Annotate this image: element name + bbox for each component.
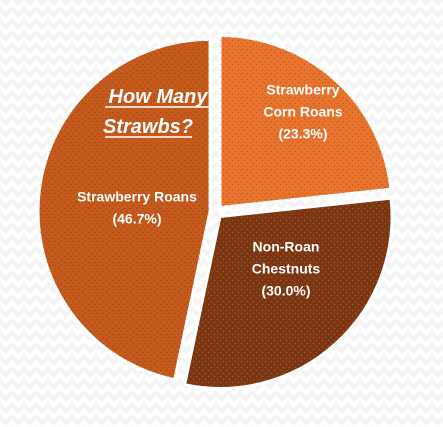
chart-title-line-1: How Many [109,86,209,108]
pie-slice-group-1 [218,34,393,210]
pie-slice-1-name-label: Corn Roans [263,104,343,120]
pie-slice-2-name-label: Non-Roan [253,239,320,255]
pie-slice-3-percent-label: (46.7%) [112,211,161,227]
pie-slice-group-2 [182,196,394,390]
pie-slice-1-percent-label: (23.3%) [278,126,327,142]
pie-slice-2-name-label: Chestnuts [252,261,321,277]
pie-slice-texture-2 [184,198,393,389]
pie-slice-texture-3 [38,39,211,380]
pie-slice-1-name-label: Strawberry [266,82,339,98]
pie-slice-texture-1 [220,35,392,208]
pie-slice-2-percent-label: (30.0%) [261,283,310,299]
pie-slice-group-3 [36,37,212,382]
pie-slice-3-name-label: Strawberry Roans [77,189,197,205]
chart-title-line-2: Strawbs? [103,116,193,138]
